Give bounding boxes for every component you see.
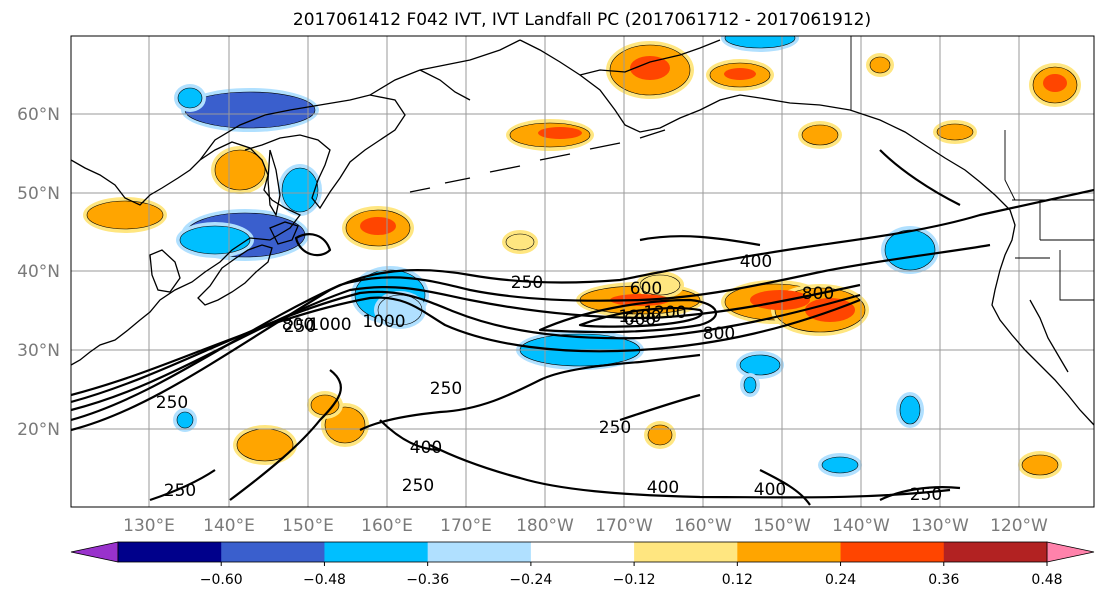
latitude-label: 30°N	[17, 341, 60, 361]
latitude-labels: 60°N 50°N 40°N 30°N 20°N	[17, 105, 60, 440]
ivt-contour-label: 250	[284, 317, 316, 337]
latitude-label: 20°N	[17, 420, 60, 440]
pc-shading-region	[179, 225, 251, 255]
pc-shading-region	[86, 200, 164, 230]
pc-shading-region	[639, 274, 681, 296]
colorbar-segment	[737, 542, 842, 562]
colorbar-tick-label: −0.24	[509, 572, 552, 588]
pc-shading-core	[630, 56, 670, 80]
pc-shading-region	[647, 424, 673, 446]
ivt-contour-label: 800	[802, 284, 834, 304]
colorbar-segment	[324, 542, 429, 562]
colorbar-segment	[634, 542, 738, 562]
pc-shading-core	[538, 127, 582, 139]
pc-shading-region	[214, 149, 266, 191]
longitude-label: 140°E	[203, 516, 255, 536]
pc-shading-region	[724, 36, 796, 49]
ivt-contour-label: 250	[402, 476, 434, 496]
colorbar: −0.60 −0.48 −0.36 −0.24 −0.12 0.12 0.24 0.36 0.4…	[70, 541, 1095, 588]
colorbar-max-extension	[1046, 541, 1095, 563]
ivt-contour-label: 1000	[362, 312, 405, 332]
ivt-contour-label: 250	[511, 273, 543, 293]
map-title: 2017061412 F042 IVT, IVT Landfall PC (20…	[293, 10, 871, 30]
colorbar-tick-label: 0.36	[928, 572, 959, 588]
ivt-contour-label: 250	[599, 418, 631, 438]
pc-shading-region	[176, 411, 194, 429]
colorbar-tick-label: −0.36	[406, 572, 449, 588]
ivt-contour-label: 250	[430, 379, 462, 399]
colorbar-segment	[427, 542, 532, 562]
longitude-label: 160°W	[674, 516, 732, 536]
colorbar-tick-label: 0.12	[722, 572, 753, 588]
ivt-contour-label: 600	[624, 310, 656, 330]
ivt-contour-label: 1200	[643, 303, 686, 323]
longitude-labels: 130°E 140°E 150°E 160°E 170°E 180°W 170°W 160°W…	[123, 516, 1048, 536]
ivt-contour-label: 800	[703, 324, 735, 344]
colorbar-segment	[943, 542, 1048, 562]
colorbar-segment	[530, 542, 635, 562]
colorbar-frame	[117, 541, 1048, 563]
ivt-contour-label: 400	[740, 252, 772, 272]
pc-shading-region	[1021, 454, 1059, 476]
pc-shading-region	[821, 456, 859, 474]
pc-shading-region	[869, 56, 891, 74]
pc-shading-region	[739, 354, 781, 376]
pc-shading-region	[936, 123, 974, 141]
latitude-label: 50°N	[17, 184, 60, 204]
ivt-contour-label: 1200	[618, 307, 661, 327]
map-frame	[70, 35, 1095, 508]
pc-shading-region	[743, 376, 757, 394]
longitude-label: 130°E	[123, 516, 175, 536]
ivt-contour-label: 400	[410, 438, 442, 458]
longitude-label: 150°W	[753, 516, 811, 536]
colorbar-tick-label: −0.60	[200, 572, 243, 588]
ivt-contour-label: 250	[156, 393, 188, 413]
longitude-label: 170°E	[440, 516, 492, 536]
pc-shading-region	[884, 229, 936, 271]
colorbar-tick-label: 0.48	[1031, 572, 1062, 588]
coastlines	[71, 39, 1094, 426]
pc-shading-region	[281, 167, 319, 213]
longitude-label: 140°W	[832, 516, 890, 536]
pc-shading-core	[724, 68, 756, 80]
ivt-contour-label: 800	[282, 315, 314, 335]
colorbar-tick-label: −0.12	[613, 572, 656, 588]
colorbar-tick-label: 0.24	[825, 572, 856, 588]
latitude-label: 40°N	[17, 262, 60, 282]
political-borders	[850, 36, 1094, 301]
ivt-contour-label: 250	[164, 481, 196, 501]
pc-shading-core	[1043, 74, 1067, 92]
longitude-label: 120°W	[990, 516, 1048, 536]
ivt-contour-label: 400	[754, 480, 786, 500]
pc-shading-region	[505, 233, 535, 251]
pc-shading-region	[899, 395, 921, 425]
ivt-contour-label: 400	[647, 478, 679, 498]
ivt-contour-label: 250	[910, 485, 942, 505]
longitude-label: 130°W	[911, 516, 969, 536]
ivt-contour-label: 1000	[308, 315, 351, 335]
pc-shading-region	[177, 87, 203, 109]
colorbar-tick-label: −0.48	[303, 572, 346, 588]
longitude-label: 180°W	[516, 516, 574, 536]
colorbar-segment	[840, 542, 945, 562]
pc-shading-region	[310, 394, 340, 416]
latitude-label: 60°N	[17, 105, 60, 125]
colorbar-segment	[221, 542, 325, 562]
pc-shading-core	[360, 217, 396, 235]
ivt-contours	[71, 149, 1094, 506]
colorbar-segment	[118, 542, 222, 562]
longitude-label: 170°W	[595, 516, 653, 536]
colorbar-min-extension	[70, 541, 119, 563]
longitude-label: 150°E	[282, 516, 334, 536]
ivt-contour-label: 600	[630, 279, 662, 299]
pc-shading-region	[801, 124, 839, 146]
longitude-label: 160°E	[361, 516, 413, 536]
graticule	[71, 36, 1094, 507]
